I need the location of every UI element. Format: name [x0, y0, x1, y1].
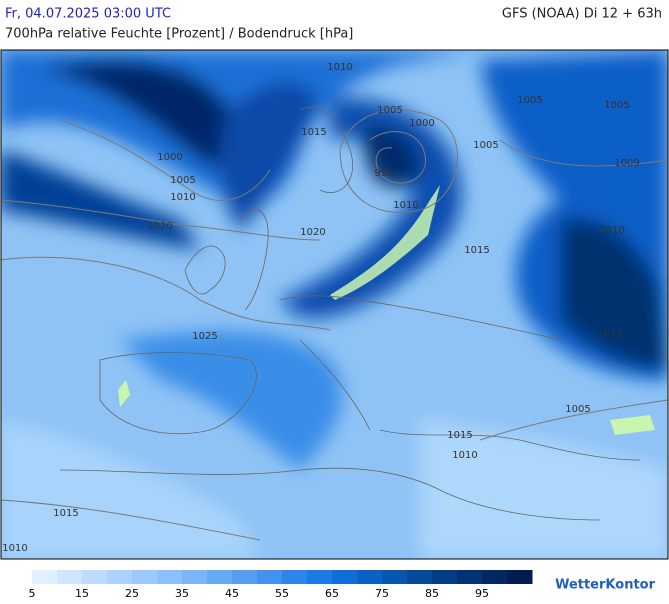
isobar-label: 1010 [599, 225, 624, 236]
isobar-label: 1025 [192, 331, 217, 342]
humid-area [1, 150, 200, 250]
isobar-label: 1020 [300, 227, 325, 238]
dry-patch [610, 415, 655, 435]
dry-area [420, 420, 668, 559]
isobars [1, 109, 668, 541]
isobar-label: 1015 [597, 329, 622, 340]
legend-tick-label: 5 [29, 587, 36, 600]
dry-patch [330, 185, 440, 300]
isobar-label: 1005 [473, 140, 498, 151]
legend-swatch [507, 570, 533, 584]
humid-area [360, 127, 420, 187]
legend-swatch [382, 570, 408, 584]
legend-tick-label: 15 [75, 587, 89, 600]
legend-tick-label: 45 [225, 587, 239, 600]
legend-swatch [82, 570, 108, 584]
legend-tick-label: 75 [375, 587, 389, 600]
legend-swatch [32, 570, 58, 584]
isobar-label: 1005 [170, 175, 195, 186]
dry-area [1, 420, 260, 559]
legend-swatch [57, 570, 83, 584]
legend-swatch [182, 570, 208, 584]
legend-tick-label: 35 [175, 587, 189, 600]
legend-swatch [332, 570, 358, 584]
legend-swatch [257, 570, 283, 584]
isobar-label: 1010 [170, 192, 195, 203]
isobar-label: 1015 [447, 430, 472, 441]
legend-swatch [407, 570, 433, 584]
isobar-label: 1005 [517, 95, 542, 106]
logo: WetterKontor [555, 578, 656, 593]
legend-swatch [107, 570, 133, 584]
isobar-label: 1000 [409, 118, 434, 129]
humid-area [40, 60, 239, 167]
legend-swatch [307, 570, 333, 584]
date-label: Fr, 04.07.2025 03:00 UTC [5, 7, 171, 22]
model-label: GFS (NOAA) Di 12 + 63h [502, 7, 662, 22]
coastlines [59, 107, 641, 521]
isobar-label: 1005 [565, 404, 590, 415]
isobar-label: 1010 [393, 200, 418, 211]
legend-swatch [157, 570, 183, 584]
isobar-label: 1015 [53, 508, 78, 519]
isobar-label: 1015 [464, 245, 489, 256]
isobar-label: 1010 [2, 543, 27, 554]
legend-tick-label: 55 [275, 587, 289, 600]
humid-area [560, 218, 668, 370]
humid-area [219, 81, 320, 231]
legend-swatch [482, 570, 508, 584]
legend-swatch [132, 570, 158, 584]
legend-swatch [282, 570, 308, 584]
isobar-label: 1020 [147, 221, 172, 232]
legend-swatch [357, 570, 383, 584]
dry-patch [118, 380, 130, 407]
isobar-label: 1005 [377, 105, 402, 116]
legend-swatch [457, 570, 483, 584]
humidity-field [1, 50, 668, 559]
legend-tick-label: 25 [125, 587, 139, 600]
legend-tick-label: 85 [425, 587, 439, 600]
isobar-label: 1015 [301, 127, 326, 138]
isobar-label: 1005 [604, 100, 629, 111]
isobar-label: 1009 [614, 158, 639, 169]
map [1, 50, 668, 559]
legend-tick-label: 65 [325, 587, 339, 600]
legend-tick-label: 95 [475, 587, 489, 600]
isobar-label: 1010 [327, 62, 352, 73]
legend-swatch [207, 570, 233, 584]
isobar-label: 995 [374, 168, 393, 179]
subtitle: 700hPa relative Feuchte [Prozent] / Bode… [5, 27, 353, 42]
map-frame [0, 49, 669, 560]
humid-area [120, 331, 343, 470]
isobar-label: 1000 [157, 152, 182, 163]
legend-swatch [232, 570, 258, 584]
isobar-label: 1010 [452, 450, 477, 461]
legend-swatch [432, 570, 458, 584]
